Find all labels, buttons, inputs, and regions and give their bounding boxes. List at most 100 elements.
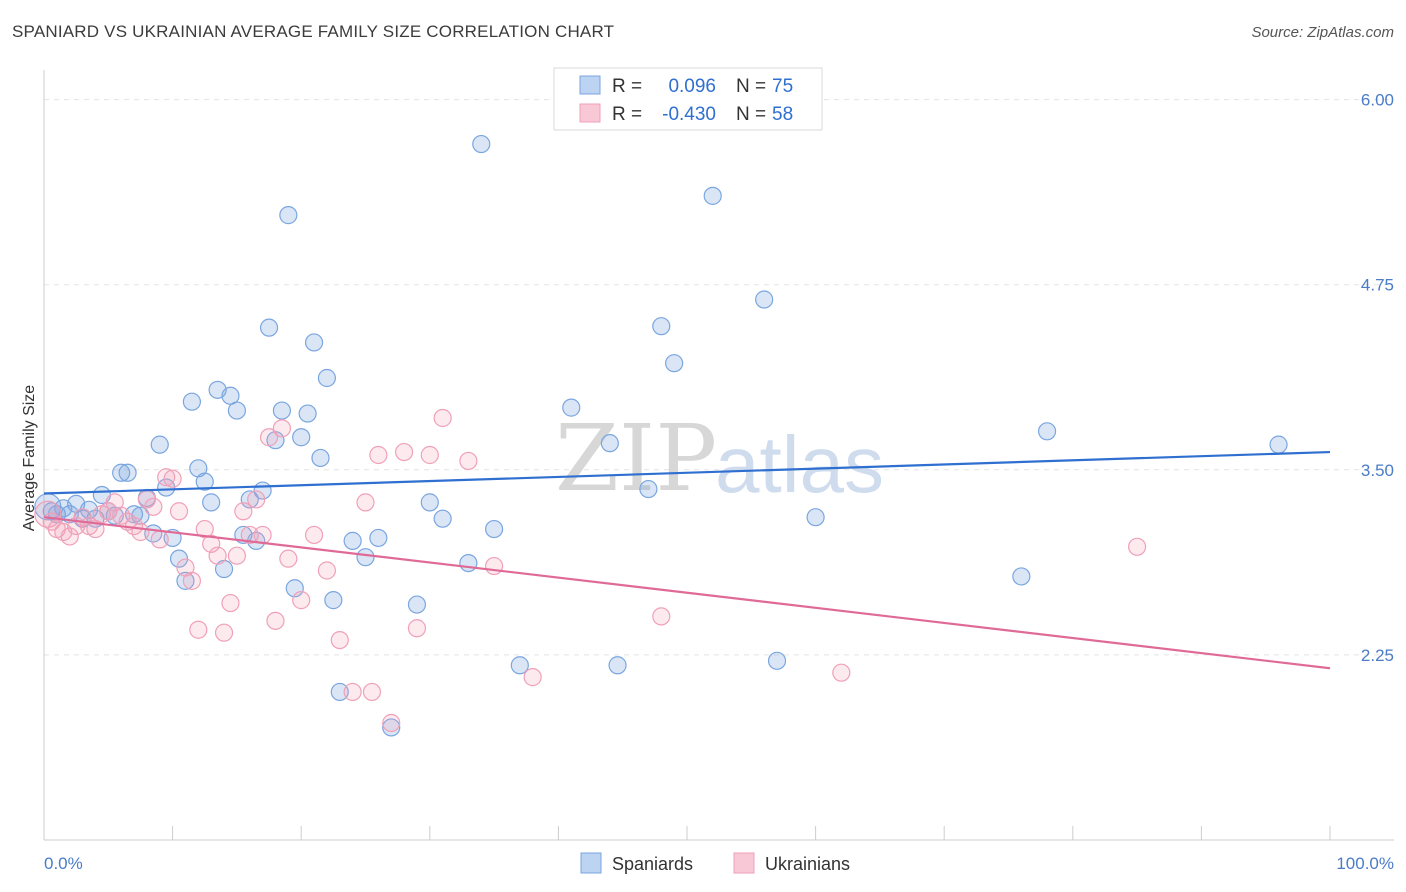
bottom-legend-swatch-ukrainians: [733, 852, 755, 874]
ukrainians-point-44: [356, 493, 375, 512]
spaniards-point-57: [510, 656, 529, 675]
ukrainians-point-18: [150, 530, 169, 549]
bottom-legend: Spaniards Ukrainians: [580, 852, 850, 874]
ukrainians-point-56: [832, 663, 851, 682]
ukrainians-point-50: [420, 445, 439, 465]
watermark-atlas: atlas: [715, 420, 884, 509]
spaniards-point-48: [356, 548, 375, 567]
spaniards-point-37: [272, 401, 292, 420]
bottom-legend-swatch-spaniards: [580, 852, 602, 874]
ukrainians-trendline: [43, 516, 1331, 670]
spaniards-trendline: [43, 450, 1331, 495]
spaniards-point-50: [382, 718, 401, 737]
spaniards-point-64: [703, 186, 722, 205]
spaniards-point-23: [182, 392, 201, 411]
spaniards-point-49: [369, 528, 388, 548]
ukrainians-point-45: [362, 682, 382, 702]
ukrainians-point-19: [157, 468, 176, 487]
spaniards-point-66: [767, 651, 787, 670]
ukrainians-point-51: [433, 408, 452, 428]
spaniards-point-65: [755, 290, 774, 309]
spaniards-point-67: [806, 508, 825, 527]
spaniards-point-19: [157, 478, 176, 497]
ukrainians-point-15: [131, 522, 150, 542]
spaniards-point-59: [600, 434, 619, 453]
spaniards-point-45: [324, 591, 343, 610]
ukrainians-point-35: [259, 428, 279, 447]
spaniards-point-69: [1037, 422, 1057, 441]
ukrainians-point-20: [163, 469, 182, 488]
spaniards-point-53: [433, 509, 452, 528]
x-tick-label-0: 0.0%: [44, 854, 83, 873]
spaniards-point-51: [407, 595, 427, 614]
series-ukrainians-points: [34, 408, 1147, 733]
ukrainians-point-37: [272, 419, 292, 438]
ukrainians-point-43: [343, 682, 362, 702]
spaniards-point-61: [639, 479, 658, 499]
ukrainians-point-30: [227, 546, 246, 565]
ukrainians-point-54: [523, 668, 542, 687]
y-tick-label-2: 4.75: [1361, 276, 1394, 295]
y-tick-label-0: 2.25: [1361, 646, 1394, 665]
ukrainians-point-23: [182, 571, 201, 590]
spaniards-point-46: [330, 682, 349, 702]
spaniards-point-30: [227, 401, 246, 420]
spaniards-point-68: [1012, 567, 1031, 586]
ukrainians-point-26: [202, 534, 221, 553]
chart-title: SPANIARD VS UKRAINIAN AVERAGE FAMILY SIZ…: [12, 22, 615, 41]
legend-r-value-1: 0.096: [668, 76, 716, 97]
ukrainians-point-53: [485, 556, 504, 576]
ukrainians-point-4: [60, 527, 79, 546]
ukrainians-point-17: [144, 497, 163, 516]
y-tick-label-3: 6.00: [1361, 91, 1394, 110]
ukrainians-point-52: [459, 451, 478, 471]
legend-n-label-2: N =: [736, 104, 766, 125]
top-legend: R = 0.096 N = 75 R = -0.430 N = 58: [553, 67, 823, 131]
legend-r-value-2: -0.430: [662, 104, 716, 125]
watermark-zip: ZIP: [555, 405, 717, 512]
ukrainians-point-32: [240, 525, 259, 545]
legend-r-label-2: R =: [612, 104, 642, 125]
bottom-legend-label-spaniards: Spaniards: [612, 854, 693, 874]
ukrainians-point-28: [214, 623, 234, 642]
legend-n-label-1: N =: [736, 76, 766, 97]
ukrainians-point-57: [1127, 537, 1147, 556]
ukrainians-point-21: [169, 502, 189, 521]
spaniards-point-26: [202, 493, 221, 512]
spaniards-point-25: [195, 472, 214, 491]
ukrainians-point-29: [221, 593, 240, 613]
spaniards-point-38: [279, 206, 298, 225]
x-tick-label-1: 100.0%: [1336, 854, 1394, 873]
gridlines: 2.25 3.50 4.75 6.00: [44, 91, 1394, 665]
legend-swatch-spaniards: [579, 75, 601, 95]
ukrainians-point-36: [266, 611, 285, 630]
chart-source: Source: ZipAtlas.com: [1251, 24, 1394, 41]
spaniards-point-70: [1269, 435, 1288, 454]
legend-swatch-ukrainians: [579, 103, 601, 123]
spaniards-point-42: [304, 333, 324, 352]
spaniards-point-43: [311, 448, 330, 468]
spaniards-point-55: [472, 134, 491, 154]
ukrainians-point-48: [394, 442, 414, 462]
ukrainians-point-38: [279, 549, 298, 568]
ukrainians-point-27: [208, 546, 227, 565]
spaniards-point-12: [112, 463, 131, 482]
legend-n-value-1: 75: [772, 76, 793, 97]
spaniards-point-18: [150, 435, 169, 454]
ukrainians-point-49: [407, 619, 427, 638]
ukrainians-point-34: [253, 525, 272, 545]
spaniards-point-40: [292, 428, 311, 447]
trendlines: [43, 450, 1331, 670]
ukrainians-point-33: [247, 490, 266, 509]
legend-n-value-2: 58: [772, 104, 793, 125]
ukrainians-point-39: [292, 591, 311, 610]
axis-ticks: [43, 826, 1331, 840]
spaniards-point-58: [562, 398, 581, 417]
ukrainians-point-55: [652, 607, 671, 626]
spaniards-point-39: [285, 579, 304, 598]
spaniards-point-41: [298, 404, 317, 423]
ukrainians-point-24: [189, 620, 208, 639]
spaniards-point-62: [652, 317, 671, 336]
ukrainians-point-42: [330, 630, 349, 650]
